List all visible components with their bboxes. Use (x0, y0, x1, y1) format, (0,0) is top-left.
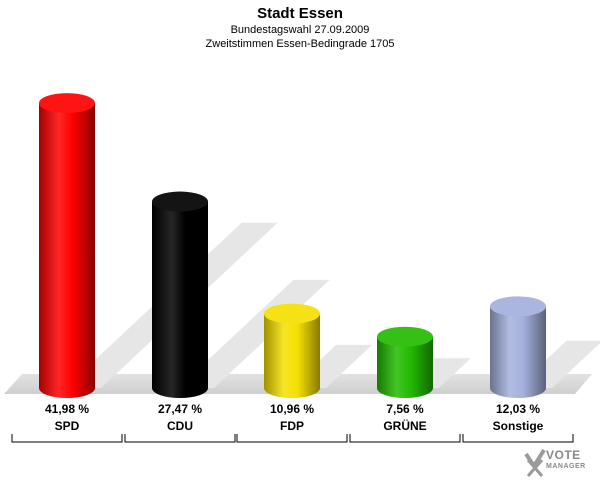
chart-subtitle-2: Zweitstimmen Essen-Bedingrade 1705 (205, 38, 395, 50)
category-bracket-grüne (349, 434, 461, 443)
chart-titles: Stadt Essen Bundestagswahl 27.09.2009 Zw… (0, 4, 600, 51)
bar-sonstige (490, 296, 546, 398)
category-bracket-sonstige (462, 434, 574, 443)
category-label-spd: SPD (55, 419, 80, 433)
bar-spd (39, 93, 95, 398)
bar-grüne (377, 326, 433, 398)
value-label-sonstige: 12,03 % (496, 402, 540, 416)
value-label-spd: 41,98 % (45, 402, 89, 416)
chart-subtitle-1: Bundestagswahl 27.09.2009 (230, 24, 370, 36)
bar-cdu (152, 191, 208, 398)
logo-text-manager: MANAGER (546, 463, 586, 470)
value-label-fdp: 10,96 % (270, 402, 314, 416)
category-label-grüne: GRÜNE (383, 418, 426, 433)
category-label-sonstige: Sonstige (493, 419, 544, 433)
value-label-cdu: 27,47 % (158, 402, 202, 416)
category-bracket-cdu (124, 434, 236, 443)
category-bracket-fdp (236, 434, 348, 443)
category-bracket-spd (11, 434, 123, 443)
category-label-cdu: CDU (167, 419, 193, 433)
checkmark-x-icon (524, 448, 546, 477)
chart-title: Stadt Essen (257, 5, 343, 22)
logo-text-vote: VOTE (546, 448, 581, 462)
vote-manager-logo: VOTE MANAGER (524, 446, 600, 480)
bar-fdp (264, 303, 320, 398)
category-label-fdp: FDP (280, 419, 304, 433)
value-label-grüne: 7,56 % (386, 402, 424, 416)
